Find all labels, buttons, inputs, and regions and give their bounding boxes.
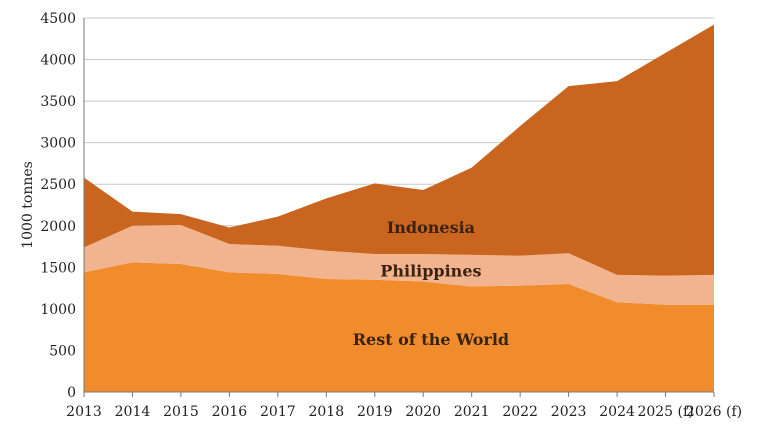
x-tick-label: 2014 [115, 404, 151, 420]
y-tick-label: 500 [49, 343, 76, 359]
series-labels: Rest of the World Philippines Indonesia [353, 218, 509, 349]
x-tick-label: 2013 [66, 404, 102, 420]
x-tick-label: 2020 [405, 404, 441, 420]
x-tick-label: 2018 [308, 404, 344, 420]
area-series [84, 24, 714, 392]
series-label: Rest of the World [353, 330, 509, 349]
y-tick-label: 1000 [40, 302, 76, 318]
y-tick-label: 1500 [40, 260, 76, 276]
y-tick-label: 2500 [40, 177, 76, 193]
y-tick-label: 3500 [40, 94, 76, 110]
x-tick-label: 2026 (f) [686, 404, 742, 420]
y-tick-label: 2000 [40, 219, 76, 235]
series-label: Philippines [380, 262, 481, 281]
area-indonesia [84, 24, 714, 276]
x-tick-label: 2015 [163, 404, 199, 420]
area-rest-of-the-world [84, 262, 714, 392]
x-tick-label: 2025 (f) [637, 404, 693, 420]
x-tick-label: 2019 [357, 404, 393, 420]
y-axis-label: 1000 tonnes [20, 161, 36, 249]
x-tick-label: 2017 [260, 404, 296, 420]
y-tick-label: 0 [67, 385, 76, 401]
y-tick-label: 3000 [40, 136, 76, 152]
x-tick-labels: 2013 2014 2015 2016 2017 2018 2019 2020 2021 2022… [66, 404, 742, 420]
axes [83, 18, 715, 397]
x-tick-label: 2023 [551, 404, 587, 420]
y-tick-label: 4000 [40, 53, 76, 69]
x-tick-label: 2024 [599, 404, 635, 420]
x-tick-label: 2016 [212, 404, 248, 420]
series-label: Indonesia [387, 218, 475, 237]
area-philippines [84, 224, 714, 305]
x-tick-label: 2021 [454, 404, 490, 420]
y-tick-labels: 0 500 1000 1500 2000 2500 3000 3500 4000 4500 [40, 11, 76, 401]
x-tick-label: 2022 [502, 404, 538, 420]
y-tick-label: 4500 [40, 11, 76, 27]
